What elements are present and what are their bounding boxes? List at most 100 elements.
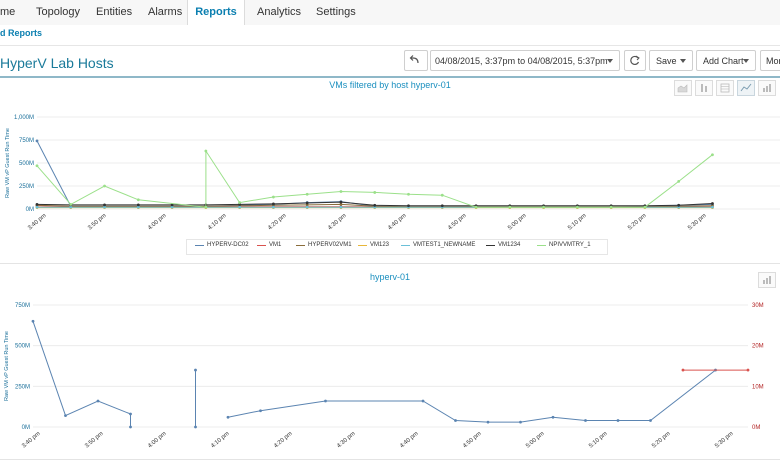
- save-label: Save: [656, 56, 677, 66]
- data-point: [272, 205, 275, 209]
- legend-swatch: [537, 245, 546, 246]
- x-tick-label: 5:10 pm: [588, 431, 608, 450]
- y-axis-label: Raw VM vP Guest Run Time: [4, 331, 10, 401]
- data-point: [305, 205, 309, 209]
- x-tick-label: 5:20 pm: [651, 431, 671, 450]
- bar-chart-icon: [763, 84, 771, 92]
- nav-tab-settings[interactable]: Settings: [316, 6, 356, 18]
- x-tick-label: 3:40 pm: [21, 431, 41, 450]
- x-tick-label: 3:40 pm: [27, 213, 47, 232]
- nav-tab-analytics[interactable]: Analytics: [257, 6, 302, 18]
- y2-tick-label: 10M: [752, 384, 764, 390]
- x-tick-label: 4:00 pm: [147, 213, 167, 232]
- data-point: [339, 200, 343, 204]
- x-tick-label: 4:10 pm: [207, 213, 227, 232]
- x-tick-label: 5:00 pm: [525, 431, 545, 450]
- chart-type-area-button[interactable]: [674, 80, 692, 96]
- chart2-plot: 750M 500M 250M 0M 30M 20M 10M 0M Raw VM vP Guest…: [4, 303, 764, 450]
- data-point: [136, 198, 140, 202]
- data-point: [649, 419, 652, 422]
- data-point: [711, 205, 714, 209]
- nav-tab-topology[interactable]: Topology: [36, 6, 81, 18]
- data-point: [339, 205, 343, 209]
- data-point: [339, 203, 343, 206]
- nav-tab-entities[interactable]: Entities: [96, 6, 133, 18]
- legend-item[interactable]: NPIVVMTRY_1: [549, 242, 591, 248]
- data-point: [373, 203, 377, 207]
- date-range-value: 04/08/2015, 3:37pm to 04/08/2015, 5:37pm: [435, 56, 608, 66]
- x-tick-label: 4:40 pm: [387, 213, 407, 232]
- save-dropdown[interactable]: Save: [649, 50, 693, 71]
- undo-icon: [409, 55, 419, 64]
- chevron-down-icon: [680, 59, 686, 63]
- y-tick-label: 750M: [19, 138, 34, 144]
- y-axis-label: Raw VM vP Guest Run Time: [5, 128, 11, 198]
- series-line: [32, 321, 716, 427]
- data-point: [551, 415, 555, 419]
- breadcrumb[interactable]: d Reports: [0, 28, 43, 38]
- add-chart-dropdown[interactable]: Add Chart: [696, 50, 756, 71]
- data-point: [35, 164, 39, 168]
- data-point: [643, 205, 647, 209]
- legend-swatch: [195, 245, 204, 246]
- data-point: [616, 419, 620, 422]
- nav-tab-reports[interactable]: Reports: [187, 0, 245, 25]
- chart2-type-bar-button[interactable]: [758, 272, 776, 288]
- legend-item[interactable]: HYPERV-DC02: [207, 242, 249, 248]
- sub-nav: d Reports: [0, 25, 780, 46]
- y2-tick-label: 0M: [752, 425, 760, 431]
- data-point: [31, 319, 35, 323]
- data-point: [64, 414, 67, 418]
- refresh-icon: [630, 55, 640, 66]
- data-point: [711, 153, 714, 157]
- data-point: [508, 205, 512, 209]
- y-tick-label: 0M: [26, 207, 34, 213]
- data-point: [194, 368, 197, 372]
- y-tick-label: 750M: [15, 303, 30, 309]
- chart1-plot: 1,000M 750M 500M 250M 0M Raw VM vP Guest Run …: [5, 115, 780, 232]
- x-tick-label: 4:40 pm: [399, 431, 419, 450]
- data-point: [129, 425, 132, 429]
- data-point: [96, 399, 100, 403]
- x-tick-label: 5:30 pm: [687, 213, 707, 232]
- data-point: [259, 409, 262, 413]
- y-tick-label: 0M: [22, 425, 30, 431]
- x-tick-label: 5:20 pm: [627, 213, 647, 232]
- data-point: [69, 203, 73, 206]
- data-point: [194, 425, 197, 429]
- y-tick-label: 500M: [15, 344, 30, 350]
- x-tick-label: 5:10 pm: [567, 213, 587, 232]
- legend-swatch: [257, 245, 266, 246]
- nav-tab-home[interactable]: me: [0, 6, 16, 18]
- chart-type-table-button[interactable]: [716, 80, 734, 96]
- data-point: [584, 419, 587, 422]
- nav-tab-alarms[interactable]: Alarms: [148, 6, 183, 18]
- data-point: [170, 203, 174, 207]
- data-point: [407, 192, 410, 196]
- data-point: [575, 205, 579, 209]
- legend-item[interactable]: VMTEST1_NEWNAME: [413, 242, 476, 248]
- legend-item[interactable]: VM123: [370, 242, 390, 248]
- refresh-button[interactable]: [624, 50, 646, 71]
- x-tick-label: 4:30 pm: [336, 431, 356, 450]
- data-point: [421, 399, 425, 403]
- legend-item[interactable]: VM1: [269, 242, 282, 248]
- data-point: [440, 204, 444, 208]
- legend-item[interactable]: HYPERV02VM1: [308, 242, 352, 248]
- data-point: [204, 149, 208, 153]
- date-range-select[interactable]: 04/08/2015, 3:37pm to 04/08/2015, 5:37pm: [430, 50, 620, 71]
- data-point: [103, 184, 106, 188]
- data-point: [677, 203, 681, 207]
- legend-swatch: [486, 245, 495, 246]
- data-point: [103, 203, 106, 207]
- x-tick-label: 5:00 pm: [507, 213, 527, 232]
- chart-type-column-button[interactable]: [695, 80, 713, 96]
- more-dropdown[interactable]: Mor: [760, 50, 780, 71]
- legend-item[interactable]: VM1234: [498, 242, 521, 248]
- data-point: [542, 205, 545, 209]
- x-tick-label: 4:50 pm: [447, 213, 467, 232]
- y-tick-label: 250M: [19, 184, 34, 190]
- chart-type-bar-button[interactable]: [758, 80, 776, 96]
- chart-type-line-button[interactable]: [737, 80, 755, 96]
- undo-button[interactable]: [404, 50, 428, 71]
